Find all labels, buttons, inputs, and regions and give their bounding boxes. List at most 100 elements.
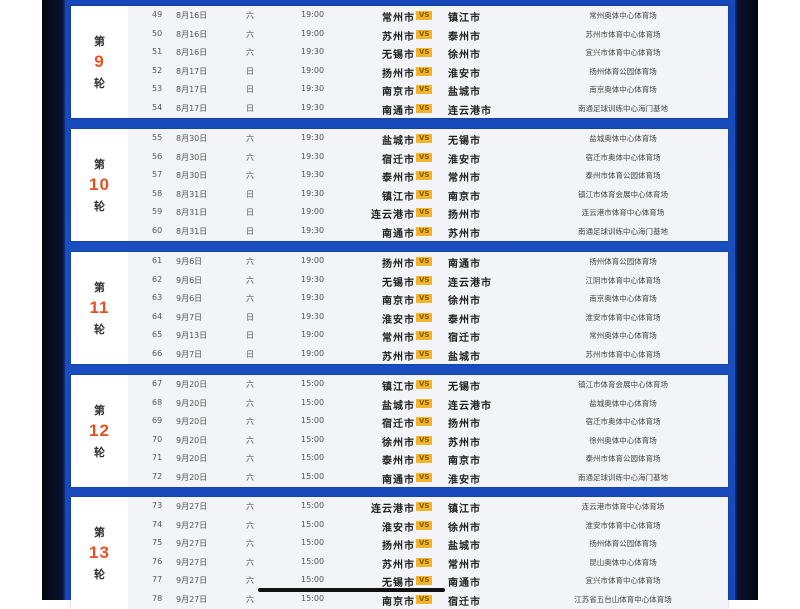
match-number: 53 [152,84,163,94]
match-weekday: 日 [246,331,254,341]
match-row[interactable]: 54 8月17日 日 19:30 南通市 VS 连云港市 南通足球训练中心海门基… [128,99,728,118]
match-weekday: 日 [246,85,254,95]
match-row[interactable]: 49 8月16日 六 19:00 常州市 VS 镇江市 常州奥体中心体育场 [128,6,728,25]
vs-badge: VS [416,417,433,427]
match-row[interactable]: 62 9月6日 六 19:30 无锡市 VS 连云港市 江阴市体育中心体育场 [128,271,728,290]
match-number: 72 [152,472,163,481]
match-row[interactable]: 65 9月13日 日 19:00 常州市 VS 宿迁市 常州奥体中心体育场 [128,326,728,345]
match-row[interactable]: 61 9月6日 六 19:00 扬州市 VS 南通市 扬州体育公园体育场 [128,252,728,271]
round-card: 第 9 轮 49 8月16日 六 19:00 常州市 VS 镇江市 常州奥体中心… [71,6,728,118]
home-team: 无锡市 [382,277,415,289]
home-team: 宿迁市 [382,419,415,431]
match-venue: 盐城奥体中心体育场 [589,134,657,143]
match-number: 76 [152,556,163,566]
match-row[interactable]: 63 9月6日 六 19:30 南京市 VS 徐州市 南京奥体中心体育场 [128,289,728,308]
vs-badge: VS [416,189,433,199]
vs-badge: VS [416,520,433,530]
home-team: 淮安市 [382,314,415,326]
match-row[interactable]: 66 9月7日 日 19:00 苏州市 VS 盐城市 苏州市体育中心体育场 [128,345,728,364]
match-number: 74 [152,519,163,529]
match-date: 8月30日 [176,152,208,162]
match-date: 8月31日 [176,208,208,218]
vs-badge: VS [416,11,433,20]
match-row[interactable]: 71 9月20日 六 15:00 泰州市 VS 南京市 泰州市体育公园体育场 [128,449,728,468]
match-time: 15:00 [301,416,325,426]
match-row[interactable]: 59 8月31日 日 19:00 连云港市 VS 扬州市 连云港市体育中心体育场 [128,203,728,222]
home-team: 南通市 [382,229,415,240]
away-team: 常州市 [448,173,481,185]
match-row[interactable]: 76 9月27日 六 15:00 苏州市 VS 常州市 昆山奥体中心体育场 [128,553,728,572]
match-venue: 淮安市体育中心体育场 [585,520,661,530]
round-prefix: 第 [94,158,105,171]
away-team: 无锡市 [448,382,481,393]
home-team: 南京市 [382,597,415,608]
match-row[interactable]: 67 9月20日 六 15:00 镇江市 VS 无锡市 镇江市体育会展中心体育场 [128,375,728,394]
match-venue: 南通足球训练中心海门基地 [578,104,668,113]
match-row[interactable]: 64 9月7日 日 19:30 淮安市 VS 泰州市 淮安市体育中心体育场 [128,308,728,327]
match-date: 9月27日 [176,539,208,549]
match-row[interactable]: 78 9月27日 六 15:00 南京市 VS 宿迁市 江苏省五台山体育中心体育… [128,590,728,609]
vs-badge: VS [416,275,433,285]
home-team: 苏州市 [382,31,415,43]
round-suffix: 轮 [94,446,105,459]
match-weekday: 六 [246,257,254,266]
match-row[interactable]: 77 9月27日 六 15:00 无锡市 VS 南通市 宜兴市体育中心体育场 [128,571,728,590]
match-weekday: 日 [246,189,254,199]
match-row[interactable]: 53 8月17日 日 19:30 南京市 VS 盐城市 南京奥体中心体育场 [128,80,728,99]
match-date: 8月16日 [176,11,208,20]
match-number: 64 [152,311,163,321]
away-team: 无锡市 [448,136,481,147]
match-row[interactable]: 69 9月20日 六 15:00 宿迁市 VS 扬州市 宿迁市奥体中心体育场 [128,412,728,431]
round-number: 10 [89,175,110,194]
round-number: 13 [89,543,110,562]
match-row[interactable]: 57 8月30日 六 19:30 泰州市 VS 常州市 泰州市体育公园体育场 [128,166,728,185]
away-team: 徐州市 [448,296,481,308]
match-row[interactable]: 55 8月30日 六 19:30 盐城市 VS 无锡市 盐城奥体中心体育场 [128,129,728,148]
vs-badge: VS [416,208,433,218]
match-time: 15:00 [301,501,325,510]
match-time: 15:00 [301,397,325,407]
match-venue: 宜兴市体育中心体育场 [585,48,661,58]
match-time: 19:30 [301,293,325,303]
home-team: 南通市 [382,475,415,486]
match-date: 9月27日 [176,557,208,567]
match-number: 52 [152,65,163,75]
match-row[interactable]: 73 9月27日 六 15:00 连云港市 VS 镇江市 连云港市体育中心体育场 [128,497,728,516]
home-team: 南京市 [382,87,415,99]
vs-badge: VS [416,66,433,76]
match-venue: 镇江市体育会展中心体育场 [578,189,668,199]
away-team: 宿迁市 [448,597,481,608]
match-date: 8月31日 [176,227,208,236]
match-row[interactable]: 74 9月27日 六 15:00 淮安市 VS 徐州市 淮安市体育中心体育场 [128,516,728,535]
away-team: 盐城市 [448,541,481,553]
match-row[interactable]: 56 8月30日 六 19:30 宿迁市 VS 淮安市 宿迁市奥体中心体育场 [128,148,728,167]
match-weekday: 六 [246,473,254,482]
match-time: 19:00 [301,65,325,75]
match-row[interactable]: 68 9月20日 六 15:00 盐城市 VS 连云港市 盐城奥体中心体育场 [128,394,728,413]
match-weekday: 日 [246,312,254,322]
match-row[interactable]: 52 8月17日 日 19:00 扬州市 VS 淮安市 扬州体育公园体育场 [128,62,728,81]
match-venue: 南通足球训练中心海门基地 [578,473,668,482]
match-row[interactable]: 58 8月31日 日 19:30 镇江市 VS 南京市 镇江市体育会展中心体育场 [128,185,728,204]
match-row[interactable]: 72 9月20日 六 15:00 南通市 VS 淮安市 南通足球训练中心海门基地 [128,468,728,487]
match-row[interactable]: 51 8月16日 六 19:30 无锡市 VS 徐州市 宜兴市体育中心体育场 [128,43,728,62]
match-row[interactable]: 60 8月31日 日 19:30 南通市 VS 苏州市 南通足球训练中心海门基地 [128,222,728,241]
match-number: 51 [152,47,163,57]
match-time: 15:00 [301,538,325,548]
match-row[interactable]: 70 9月20日 六 15:00 徐州市 VS 苏州市 徐州奥体中心体育场 [128,431,728,450]
round-label: 第 11 轮 [71,252,128,364]
home-team: 连云港市 [371,210,415,222]
away-team: 常州市 [448,559,481,571]
match-venue: 江阴市体育中心体育场 [585,275,661,285]
home-team: 镇江市 [382,191,415,203]
match-time: 19:30 [301,274,325,284]
match-row[interactable]: 50 8月16日 六 19:00 苏州市 VS 泰州市 苏州市体育中心体育场 [128,25,728,44]
round-suffix: 轮 [94,323,105,336]
match-time: 15:00 [301,434,325,444]
match-venue: 泰州市体育公园体育场 [585,454,661,464]
match-row[interactable]: 75 9月27日 六 15:00 扬州市 VS 盐城市 扬州体育公园体育场 [128,534,728,553]
vs-badge: VS [416,435,433,445]
home-indicator[interactable] [258,588,445,592]
match-number: 61 [152,256,163,265]
match-date: 8月17日 [176,85,208,95]
